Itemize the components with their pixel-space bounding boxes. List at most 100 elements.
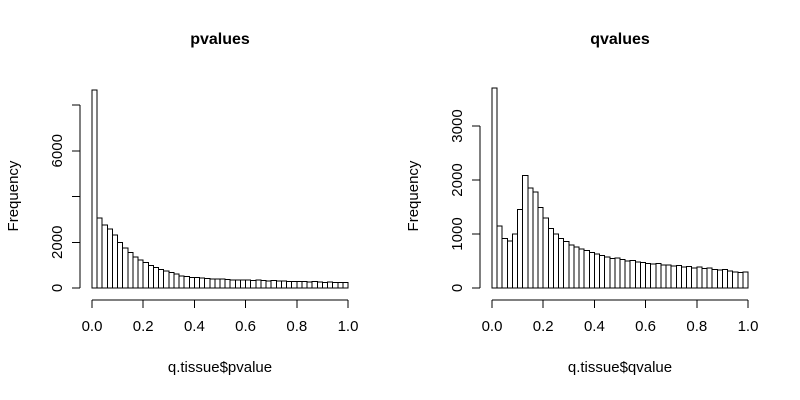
hist-bar bbox=[716, 269, 723, 289]
hist-bar bbox=[506, 240, 513, 289]
hist-bar bbox=[214, 278, 221, 289]
y-tick-label: 1000 bbox=[449, 217, 466, 250]
hist-bar bbox=[721, 269, 729, 289]
hist-bar bbox=[234, 279, 241, 289]
hist-bar bbox=[183, 276, 190, 289]
hist-bar bbox=[650, 263, 657, 289]
y-axis: 0 2000 6000 bbox=[49, 104, 81, 292]
hist-bar bbox=[132, 256, 139, 289]
y-tick-label: 0 bbox=[49, 284, 66, 292]
hist-bar bbox=[229, 279, 236, 289]
pvalues-histogram: pvalues q.tissue$pvalue Frequency 0.0 0.2… bbox=[5, 31, 359, 376]
hist-bar bbox=[127, 252, 134, 289]
hist-bar bbox=[727, 270, 734, 289]
hist-bar bbox=[639, 262, 647, 289]
x-axis-label: q.tissue$qvalue bbox=[568, 359, 672, 376]
hist-bar bbox=[296, 281, 303, 289]
hist-bar bbox=[599, 255, 606, 289]
hist-bar bbox=[634, 261, 641, 289]
y-axis: 0 1000 2000 3000 bbox=[449, 109, 481, 292]
hist-bar bbox=[629, 259, 636, 289]
hist-bar bbox=[696, 266, 703, 289]
hist-bar bbox=[147, 265, 154, 289]
x-tick-label: 0.6 bbox=[635, 318, 656, 335]
hist-bar bbox=[117, 241, 124, 289]
hist-bar bbox=[609, 257, 616, 289]
plot-area: 0.0 0.2 0.4 0.6 0.8 1.0 0 1000 2000 3000 bbox=[449, 87, 758, 335]
hist-bar bbox=[158, 268, 165, 289]
hist-bar bbox=[265, 280, 272, 289]
hist-bar bbox=[101, 224, 108, 289]
hist-bar bbox=[163, 270, 170, 289]
hist-bar bbox=[588, 251, 595, 289]
y-tick-label: 0 bbox=[449, 284, 466, 292]
hist-bar bbox=[593, 253, 601, 289]
hist-bar bbox=[209, 278, 216, 289]
y-tick-label: 3000 bbox=[449, 109, 466, 142]
hist-bar bbox=[280, 280, 288, 289]
hist-bar bbox=[742, 271, 749, 289]
hist-bar bbox=[270, 280, 277, 289]
hist-bar bbox=[568, 244, 575, 289]
hist-bar bbox=[224, 278, 231, 289]
chart-title: qvalues bbox=[590, 31, 650, 48]
hist-bar bbox=[558, 237, 565, 289]
x-tick-label: 0.4 bbox=[584, 318, 605, 335]
x-tick-label: 0.4 bbox=[184, 318, 205, 335]
hist-bar bbox=[96, 217, 103, 289]
hist-bar bbox=[122, 247, 129, 289]
y-tick-label: 6000 bbox=[49, 134, 66, 167]
hist-bar bbox=[501, 237, 508, 289]
hist-bar bbox=[250, 279, 257, 289]
hist-bar bbox=[660, 264, 667, 289]
x-tick-label: 0.2 bbox=[533, 318, 554, 335]
x-axis: 0.0 0.2 0.4 0.6 0.8 1.0 bbox=[82, 299, 359, 335]
hist-bar bbox=[563, 241, 570, 289]
hist-bar bbox=[573, 246, 580, 289]
qvalues-histogram: qvalues q.tissue$qvalue Frequency 0.0 0.2… bbox=[405, 31, 758, 376]
y-tick-label: 2000 bbox=[449, 163, 466, 196]
hist-bar bbox=[614, 257, 621, 289]
hist-bar bbox=[737, 272, 744, 289]
bars bbox=[91, 89, 349, 289]
hist-bar bbox=[711, 268, 718, 289]
hist-bar bbox=[168, 272, 175, 289]
hist-bar bbox=[152, 267, 160, 289]
hist-bar bbox=[645, 262, 652, 289]
hist-bar bbox=[173, 273, 180, 289]
hist-bar bbox=[337, 282, 344, 289]
hist-bar bbox=[188, 276, 195, 289]
x-tick-label: 0.6 bbox=[235, 318, 256, 335]
panel-pvalues: pvalues q.tissue$pvalue Frequency 0.0 0.2… bbox=[5, 31, 359, 376]
hist-bar bbox=[537, 207, 544, 289]
hist-bar bbox=[204, 277, 211, 289]
hist-bar bbox=[665, 264, 672, 289]
x-tick-label: 0.2 bbox=[133, 318, 154, 335]
hist-bar bbox=[542, 217, 549, 289]
hist-bar bbox=[701, 268, 708, 289]
hist-bar bbox=[332, 281, 339, 289]
hist-bar bbox=[260, 280, 267, 289]
hist-bar bbox=[496, 225, 503, 289]
x-tick-label: 0.0 bbox=[482, 318, 503, 335]
hist-bar bbox=[316, 281, 323, 289]
hist-bar bbox=[199, 277, 206, 289]
plot-area: 0.0 0.2 0.4 0.6 0.8 1.0 0 2000 6000 bbox=[49, 89, 359, 335]
x-tick-label: 0.0 bbox=[82, 318, 103, 335]
x-tick-label: 1.0 bbox=[338, 318, 359, 335]
hist-bar bbox=[527, 187, 534, 289]
hist-bar bbox=[111, 234, 119, 289]
hist-bar bbox=[91, 89, 98, 289]
hist-bar bbox=[517, 209, 524, 289]
hist-bar bbox=[675, 265, 682, 289]
hist-bar bbox=[680, 266, 688, 289]
hist-bar bbox=[686, 265, 693, 289]
hist-bar bbox=[547, 228, 554, 289]
y-axis-label: Frequency bbox=[405, 160, 422, 231]
y-tick-label: 2000 bbox=[49, 226, 66, 259]
hist-bar bbox=[306, 281, 313, 289]
hist-bar bbox=[491, 87, 498, 289]
hist-bar bbox=[193, 277, 201, 289]
hist-bar bbox=[552, 233, 560, 289]
